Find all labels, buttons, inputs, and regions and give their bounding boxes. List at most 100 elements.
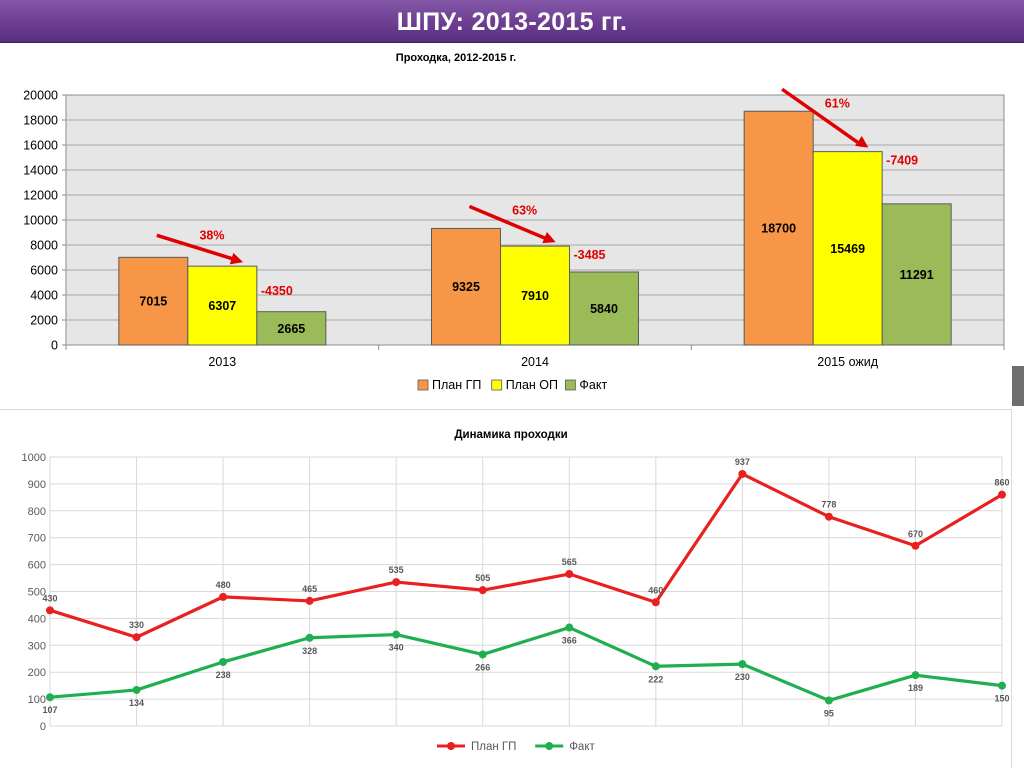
data-label: 330 [129, 620, 144, 630]
data-point [565, 570, 574, 579]
legend-swatch [417, 379, 429, 391]
data-label: 366 [562, 636, 577, 646]
bar-value-label: 6307 [208, 299, 236, 313]
bar-y-tick-label: 14000 [23, 164, 58, 178]
line-y-tick-label: 800 [28, 506, 46, 518]
bar-y-tick-label: 2000 [30, 314, 58, 328]
bar [500, 245, 570, 346]
bar-y-tick-label: 6000 [30, 264, 58, 278]
data-point [565, 623, 574, 632]
data-label: 937 [735, 457, 750, 467]
bar [812, 151, 883, 346]
data-point [824, 696, 833, 705]
bar-value-label: 11291 [900, 268, 934, 282]
bar-y-tick-label: 20000 [23, 89, 58, 103]
data-point [478, 650, 487, 659]
data-label: 565 [562, 557, 577, 567]
data-point [219, 592, 228, 601]
data-label: 465 [302, 584, 317, 594]
line-y-tick-label: 400 [28, 613, 46, 625]
data-label: 189 [908, 683, 923, 693]
data-label: 480 [216, 580, 231, 590]
bar-y-tick-label: 0 [51, 339, 58, 353]
bar-value-label: 9325 [452, 280, 480, 294]
data-label: 222 [648, 674, 663, 684]
bar-chart-title: Проходка, 2012-2015 г. [396, 52, 516, 64]
legend-label: План ГП [471, 741, 516, 753]
bar-category-label: 2015 ожид [817, 355, 878, 369]
data-label: 505 [475, 573, 490, 583]
data-point [651, 598, 660, 607]
line-chart-panel: Динамика проходки 0 100 200 300 400 500 600 700… [0, 409, 1012, 768]
bar [431, 227, 501, 346]
data-point [824, 512, 833, 521]
trend-arrow-shaft [781, 87, 864, 148]
percent-label: 63% [512, 203, 537, 217]
line-y-tick-label: 900 [28, 479, 46, 491]
percent-label: 61% [825, 97, 850, 111]
legend-swatch [565, 379, 576, 391]
line-y-tick-label: 600 [28, 560, 46, 572]
data-point [998, 490, 1006, 499]
data-label: 460 [648, 585, 663, 595]
line-y-tick-label: 0 [40, 721, 46, 733]
bar-value-label: 7015 [139, 295, 167, 309]
legend-marker [447, 742, 455, 750]
data-label: 134 [129, 698, 144, 708]
data-label: 340 [389, 643, 404, 653]
data-label: 150 [994, 694, 1009, 704]
bar-y-tick-label: 8000 [30, 239, 58, 253]
data-label: 860 [994, 478, 1009, 488]
bar-y-tick-label: 4000 [30, 289, 58, 303]
data-label: 535 [389, 565, 404, 575]
bar-value-label: 5840 [590, 302, 618, 316]
line-y-tick-label: 100 [28, 694, 46, 706]
line-chart: Динамика проходки 0 100 200 300 400 500 600 700… [22, 429, 1010, 753]
data-point [46, 606, 54, 615]
bar-chart: Проходка, 2012-2015 г. 0 2000 4000 6000 8000… [23, 52, 1005, 392]
line-y-tick-label: 500 [28, 587, 46, 599]
data-point [738, 660, 747, 669]
bar [881, 203, 952, 346]
data-point [392, 578, 401, 587]
data-label: 778 [821, 500, 836, 510]
bar-value-label: 2665 [277, 322, 305, 336]
bar-value-label: 7910 [521, 289, 549, 303]
data-label: 107 [42, 705, 57, 715]
line-chart-title: Динамика проходки [454, 429, 567, 441]
bar-chart-panel: Проходка, 2012-2015 г. 0 2000 4000 6000 8000… [0, 44, 1024, 408]
legend-swatch [491, 379, 503, 391]
legend-label: План ГП [432, 378, 481, 392]
side-scroll-tab [1012, 366, 1024, 406]
data-point [478, 586, 487, 595]
data-label: 430 [42, 593, 57, 603]
trend-arrow-shaft [468, 204, 551, 242]
data-point [305, 596, 314, 605]
data-label: 266 [475, 662, 490, 672]
data-label: 328 [302, 646, 317, 656]
data-point [392, 630, 401, 639]
data-label: 238 [216, 670, 231, 680]
data-point [219, 657, 228, 666]
bar [187, 265, 258, 346]
deviation-label: -3485 [574, 248, 606, 262]
title-bar [0, 0, 1024, 43]
data-point [132, 685, 141, 694]
data-point [305, 633, 314, 642]
data-point [651, 662, 660, 671]
legend-label: Факт [579, 378, 607, 392]
data-label: 230 [735, 672, 750, 682]
series-line [49, 472, 1003, 639]
bar [256, 311, 327, 346]
deviation-label: -7409 [886, 154, 918, 168]
data-point [911, 541, 920, 550]
trend-arrow-head [229, 252, 244, 265]
data-point [738, 469, 747, 478]
bar [569, 271, 639, 346]
percent-label: 38% [199, 228, 224, 242]
bar-value-label: 18700 [761, 222, 796, 236]
line-y-tick-label: 200 [28, 667, 46, 679]
deviation-label: -4350 [261, 284, 293, 298]
legend-label: Факт [569, 741, 595, 753]
